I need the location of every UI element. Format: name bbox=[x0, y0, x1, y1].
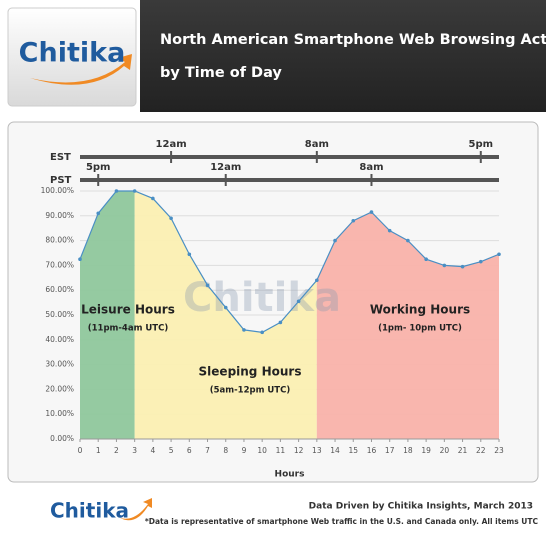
timeline-label: 5pm bbox=[469, 139, 494, 150]
footer-logo: Chitika bbox=[50, 499, 129, 523]
y-tick-label: 10.00% bbox=[45, 409, 74, 418]
logo: Chitika bbox=[19, 38, 126, 69]
timeline-name: PST bbox=[50, 175, 72, 186]
footer-swoosh bbox=[120, 498, 152, 521]
x-tick-label: 9 bbox=[242, 446, 247, 455]
footer bbox=[0, 486, 546, 550]
x-axis-label: Hours bbox=[275, 470, 305, 480]
annotation: Working Hours bbox=[370, 303, 470, 317]
data-point bbox=[205, 283, 210, 288]
data-line bbox=[79, 190, 500, 333]
chart-title: North American Smartphone Web Browsing A… bbox=[160, 32, 546, 48]
timeline-bar bbox=[80, 178, 499, 182]
x-tick-label: 0 bbox=[78, 446, 83, 455]
footer-note: *Data is representative of smartphone We… bbox=[145, 517, 539, 526]
annotation: (1pm- 10pm UTC) bbox=[378, 324, 462, 334]
data-point bbox=[351, 218, 356, 223]
x-tick-label: 14 bbox=[330, 446, 340, 455]
x-tick-label: 21 bbox=[458, 446, 468, 455]
x-tick-label: 15 bbox=[348, 446, 358, 455]
annotation: Sleeping Hours bbox=[199, 365, 302, 379]
timeline-name: EST bbox=[50, 152, 71, 163]
timeline-bar bbox=[80, 155, 499, 159]
annotation: (5am-12pm UTC) bbox=[210, 386, 291, 396]
data-point bbox=[333, 238, 337, 243]
x-tick-label: 4 bbox=[150, 446, 155, 455]
data-point bbox=[132, 189, 137, 193]
x-tick-label: 16 bbox=[367, 446, 377, 455]
data-point bbox=[242, 328, 246, 332]
x-tick-label: 17 bbox=[385, 446, 395, 455]
data-point bbox=[296, 299, 301, 304]
x-tick-label: 13 bbox=[312, 446, 322, 455]
x-tick-label: 6 bbox=[187, 446, 192, 455]
data-point bbox=[424, 257, 428, 262]
logo-box bbox=[7, 7, 137, 107]
y-tick-label: 40.00% bbox=[45, 335, 74, 344]
timeline-label: 5pm bbox=[86, 162, 111, 173]
x-tick-label: 10 bbox=[257, 446, 267, 455]
data-point bbox=[442, 263, 447, 268]
x-tick-label: 3 bbox=[132, 446, 137, 455]
timeline-label: 12am bbox=[156, 139, 187, 150]
y-tick-label: 50.00% bbox=[45, 310, 74, 319]
data-point bbox=[78, 257, 82, 262]
annotation: (11pm-4am UTC) bbox=[88, 324, 169, 334]
data-point bbox=[460, 264, 465, 269]
x-tick-label: 12 bbox=[294, 446, 304, 455]
data-point bbox=[278, 320, 283, 325]
annotation: Leisure Hours bbox=[81, 303, 175, 317]
timeline-label: 8am bbox=[359, 162, 383, 173]
x-tick-label: 20 bbox=[440, 446, 450, 455]
y-tick-label: 80.00% bbox=[45, 236, 74, 245]
data-point bbox=[369, 210, 374, 214]
x-tick-label: 5 bbox=[169, 446, 174, 455]
y-tick-label: 90.00% bbox=[45, 211, 74, 220]
data-point bbox=[169, 216, 173, 221]
timeline-label: 12am bbox=[210, 162, 241, 173]
data-point bbox=[260, 330, 264, 335]
data-point bbox=[187, 252, 192, 257]
x-tick-label: 2 bbox=[114, 446, 119, 455]
x-tick-label: 18 bbox=[403, 446, 413, 455]
x-tick-label: 7 bbox=[205, 446, 210, 455]
data-point bbox=[114, 189, 119, 193]
y-tick-label: 20.00% bbox=[45, 384, 74, 393]
y-tick-label: 100.00% bbox=[41, 186, 74, 195]
data-point bbox=[315, 278, 319, 283]
y-tick-label: 30.00% bbox=[45, 360, 74, 369]
logo-swoosh bbox=[30, 54, 132, 85]
data-point bbox=[497, 252, 501, 257]
x-tick-label: 22 bbox=[476, 446, 486, 455]
header-panel bbox=[140, 0, 546, 112]
y-tick-label: 60.00% bbox=[45, 285, 74, 294]
y-tick-label: 70.00% bbox=[45, 260, 74, 269]
plot: 0.00% 10.00% 20.00% 30.00% 40.00% 50.00% 60.00… bbox=[41, 139, 504, 480]
data-point bbox=[151, 196, 155, 201]
x-tick-label: 8 bbox=[223, 446, 228, 455]
data-point bbox=[478, 259, 483, 264]
x-tick-label: 23 bbox=[494, 446, 504, 455]
x-tick-label: 11 bbox=[276, 446, 286, 455]
chart-subtitle: by Time of Day bbox=[160, 65, 282, 81]
data-point bbox=[387, 228, 392, 233]
data-point bbox=[96, 211, 101, 216]
timeline-label: 8am bbox=[305, 139, 329, 150]
footer-credit: Data Driven by Chitika Insights, March 2… bbox=[309, 502, 533, 512]
x-tick-label: 1 bbox=[96, 446, 101, 455]
y-tick-label: 0.00% bbox=[50, 434, 74, 443]
data-point bbox=[223, 305, 228, 310]
x-tick-label: 19 bbox=[421, 446, 431, 455]
data-point bbox=[406, 238, 410, 243]
